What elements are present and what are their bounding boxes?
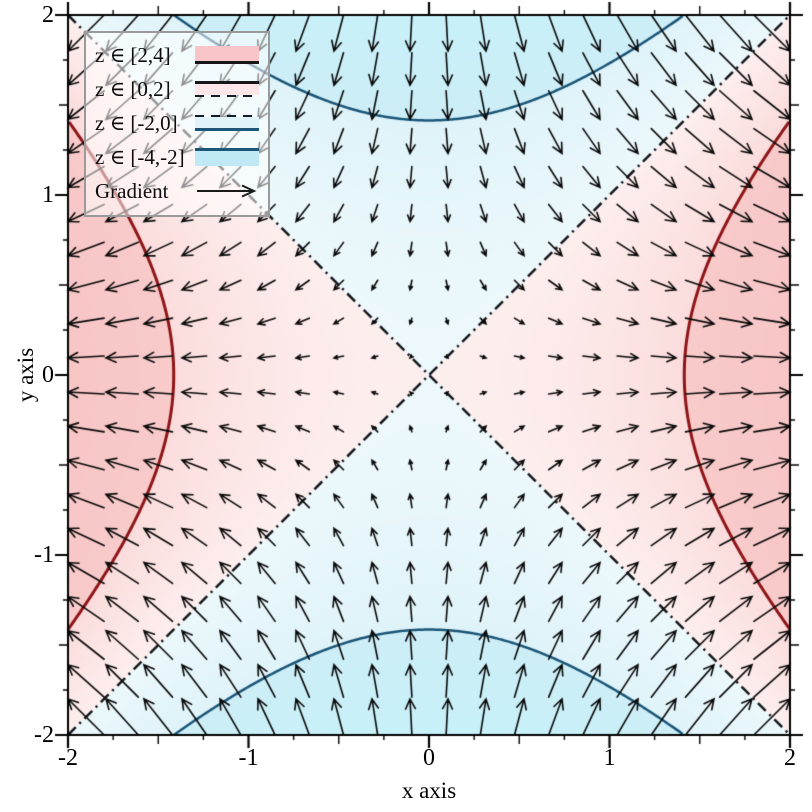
legend-swatch-band-m2-0 xyxy=(195,115,259,131)
legend-swatch-band-0-2 xyxy=(195,81,259,97)
x-tick-label: 2 xyxy=(784,745,796,771)
legend-label: z ∈ [-2,0] xyxy=(95,110,178,135)
x-axis-title: x axis xyxy=(401,778,457,803)
legend-label: Gradient xyxy=(95,178,169,203)
y-tick-label: 0 xyxy=(42,362,54,388)
gradient-arrow-icon xyxy=(195,183,259,199)
legend: z ∈ [2,4] z ∈ [0,2] z ∈ [-2,0] z ∈ [-4 xyxy=(84,31,270,217)
legend-label: z ∈ [-4,-2] xyxy=(95,144,185,169)
legend-item-band-m4-m2: z ∈ [-4,-2] xyxy=(95,140,259,174)
legend-item-band-0-2: z ∈ [0,2] xyxy=(95,72,259,106)
x-tick-label: 0 xyxy=(423,745,435,771)
y-tick-label: -2 xyxy=(34,722,54,748)
legend-swatch-band-2-4 xyxy=(195,46,259,64)
y-tick-label: -1 xyxy=(34,542,54,568)
legend-item-band-2-4: z ∈ [2,4] xyxy=(95,38,259,72)
legend-item-band-m2-0: z ∈ [-2,0] xyxy=(95,106,259,140)
y-tick-label: 2 xyxy=(42,2,54,28)
y-axis-title: y axis xyxy=(13,347,38,403)
y-tick-label: 1 xyxy=(42,182,54,208)
legend-swatch-band-m4-m2 xyxy=(195,148,259,166)
x-tick-label: -1 xyxy=(238,745,259,771)
x-tick-label: -2 xyxy=(58,745,78,771)
x-tick-label: 1 xyxy=(603,745,616,771)
legend-label: z ∈ [2,4] xyxy=(95,42,171,67)
legend-item-gradient: Gradient xyxy=(95,174,259,208)
legend-label: z ∈ [0,2] xyxy=(95,76,171,101)
